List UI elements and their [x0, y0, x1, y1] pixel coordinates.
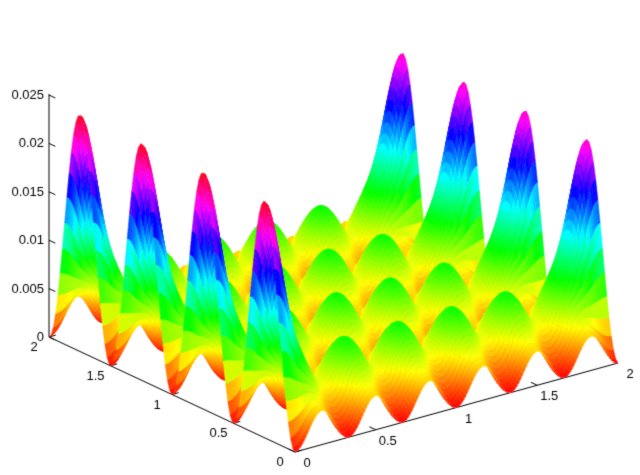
figure-window: [0, 0, 640, 475]
surface-plot-canvas: [0, 0, 640, 475]
